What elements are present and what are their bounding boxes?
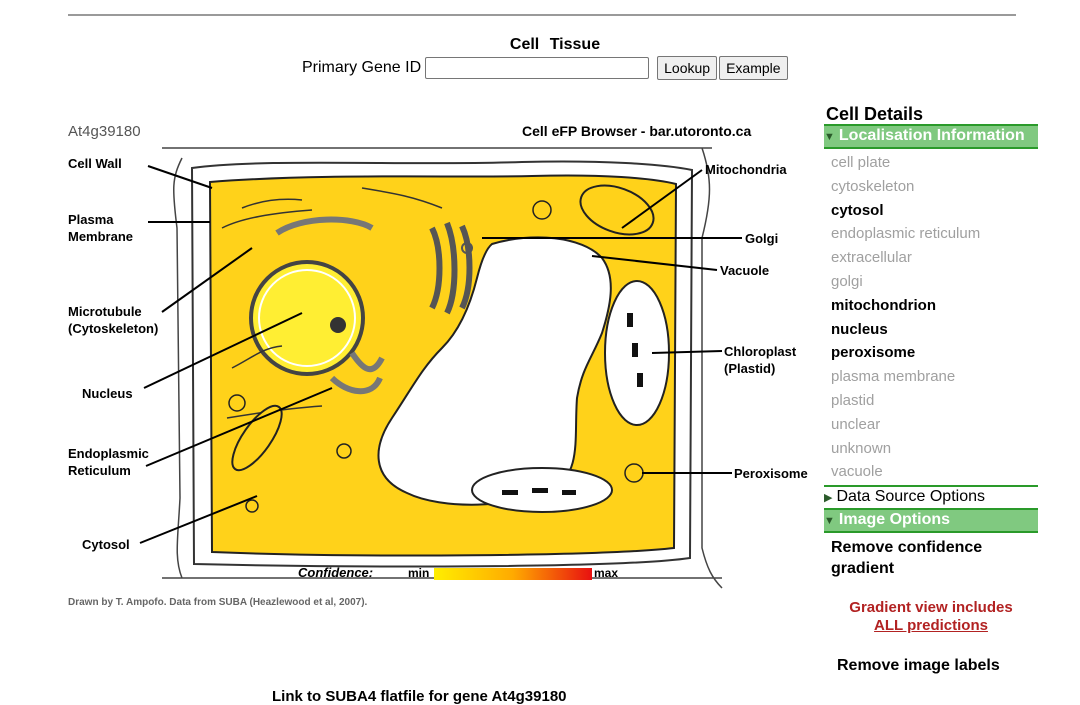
data-source-header-label: Data Source Options xyxy=(836,488,985,506)
label-chloroplast-2: (Plastid) xyxy=(724,361,775,376)
cell-wall[interactable] xyxy=(190,160,694,568)
tab-cell[interactable]: Cell xyxy=(509,36,540,53)
label-mitochondria: Mitochondria xyxy=(705,162,787,177)
localisation-item[interactable]: mitochondrion xyxy=(831,296,936,314)
all-predictions-link[interactable]: ALL predictions xyxy=(874,617,988,635)
localisation-item[interactable]: plastid xyxy=(831,391,875,409)
panel-title: Cell Details xyxy=(826,104,924,124)
nucleolus xyxy=(330,317,346,333)
legend-title: Confidence: xyxy=(298,565,373,580)
gene-id-label-figure: At4g39180 xyxy=(68,123,141,140)
label-microtubule-2: (Cytoskeleton) xyxy=(68,321,158,336)
gradient-note: Gradient view includes ALL predictions xyxy=(824,599,1038,635)
label-cytosol: Cytosol xyxy=(82,537,130,552)
legend-max: max xyxy=(594,566,618,580)
label-leaders xyxy=(139,165,742,544)
localisation-item[interactable]: cell plate xyxy=(831,154,891,171)
mitochondrion-lower[interactable] xyxy=(224,399,291,477)
gene-id-input[interactable] xyxy=(425,57,650,79)
label-cell-wall: Cell Wall xyxy=(68,156,122,171)
cell-diagram: At4g39180 Cell eFP Browser - bar.utoront… xyxy=(68,123,808,608)
localisation-item[interactable]: golgi xyxy=(831,272,863,290)
label-plasma-membrane-2: Membrane xyxy=(68,229,133,244)
cell-details-panel: Cell Details ▼ Localisation Information c… xyxy=(824,104,1038,675)
golgi[interactable] xyxy=(429,221,473,315)
localisation-item[interactable]: peroxisome xyxy=(831,344,916,362)
confidence-gradient-bar xyxy=(434,568,592,580)
mitochondrion-upper[interactable] xyxy=(574,176,660,243)
localisation-item[interactable]: plasma membrane xyxy=(831,368,956,386)
figure-credit: Drawn by T. Ampofo. Data from SUBA (Heaz… xyxy=(68,597,368,608)
lookup-button[interactable]: Lookup xyxy=(657,56,718,80)
image-options-section-header[interactable]: ▼ Image Options xyxy=(824,508,1038,534)
endoplasmic-reticulum[interactable] xyxy=(275,216,385,395)
label-er-1: Endoplasmic xyxy=(68,446,149,461)
tab-tissue[interactable]: Tissue xyxy=(549,36,601,53)
localisation-item[interactable]: extracellular xyxy=(831,249,912,267)
chevron-down-icon: ▼ xyxy=(824,131,835,143)
microtubules[interactable] xyxy=(221,187,443,419)
label-golgi: Golgi xyxy=(745,231,778,246)
top-divider xyxy=(68,14,1016,16)
localisation-section-header[interactable]: ▼ Localisation Information xyxy=(824,124,1038,149)
localisation-item[interactable]: cytosol xyxy=(831,201,884,219)
view-tabs: Cell Tissue xyxy=(0,36,1080,54)
gradient-note-text: Gradient view includes xyxy=(849,599,1013,617)
localisation-item[interactable]: vacuole xyxy=(831,463,883,481)
chevron-right-icon: ▶ xyxy=(824,492,833,505)
localisation-list: cell plate cytoskeleton cytosol endoplas… xyxy=(831,151,1038,484)
localisation-item[interactable]: nucleus xyxy=(831,320,888,338)
nucleus[interactable] xyxy=(249,260,365,376)
gene-id-label: Primary Gene ID xyxy=(302,59,422,76)
label-peroxisome: Peroxisome xyxy=(734,466,808,481)
confidence-legend: Confidence: min max xyxy=(298,565,618,580)
localisation-item[interactable]: unknown xyxy=(831,439,892,457)
browser-title: Cell eFP Browser - bar.utoronto.ca xyxy=(522,123,751,139)
label-vacuole: Vacuole xyxy=(720,263,769,278)
remove-labels-option[interactable]: Remove image labels xyxy=(837,657,1000,675)
image-options-header-label: Image Options xyxy=(838,511,951,529)
label-nucleus: Nucleus xyxy=(82,386,133,401)
cell-efp-figure: At4g39180 Cell eFP Browser - bar.utoront… xyxy=(62,118,822,618)
chevron-down-icon: ▼ xyxy=(824,515,835,528)
label-microtubule-1: Microtubule xyxy=(68,304,142,319)
thylakoids xyxy=(502,313,643,495)
legend-min: min xyxy=(408,566,429,580)
localisation-item[interactable]: cytoskeleton xyxy=(831,177,915,195)
peroxisomes[interactable] xyxy=(228,200,644,513)
label-er-2: Reticulum xyxy=(68,463,131,478)
label-plasma-membrane-1: Plasma xyxy=(68,212,114,227)
gene-lookup-form: Primary Gene ID Lookup Example xyxy=(302,56,788,80)
data-source-section-header[interactable]: ▶ Data Source Options xyxy=(824,485,1038,508)
localisation-item[interactable]: unclear xyxy=(831,415,881,433)
label-chloroplast-1: Chloroplast xyxy=(724,344,797,359)
localisation-item[interactable]: endoplasmic reticulum xyxy=(831,225,981,243)
remove-gradient-option[interactable]: Remove confidence gradient xyxy=(831,539,983,578)
localisation-header-label: Localisation Information xyxy=(838,127,1025,144)
example-button[interactable]: Example xyxy=(719,56,788,80)
